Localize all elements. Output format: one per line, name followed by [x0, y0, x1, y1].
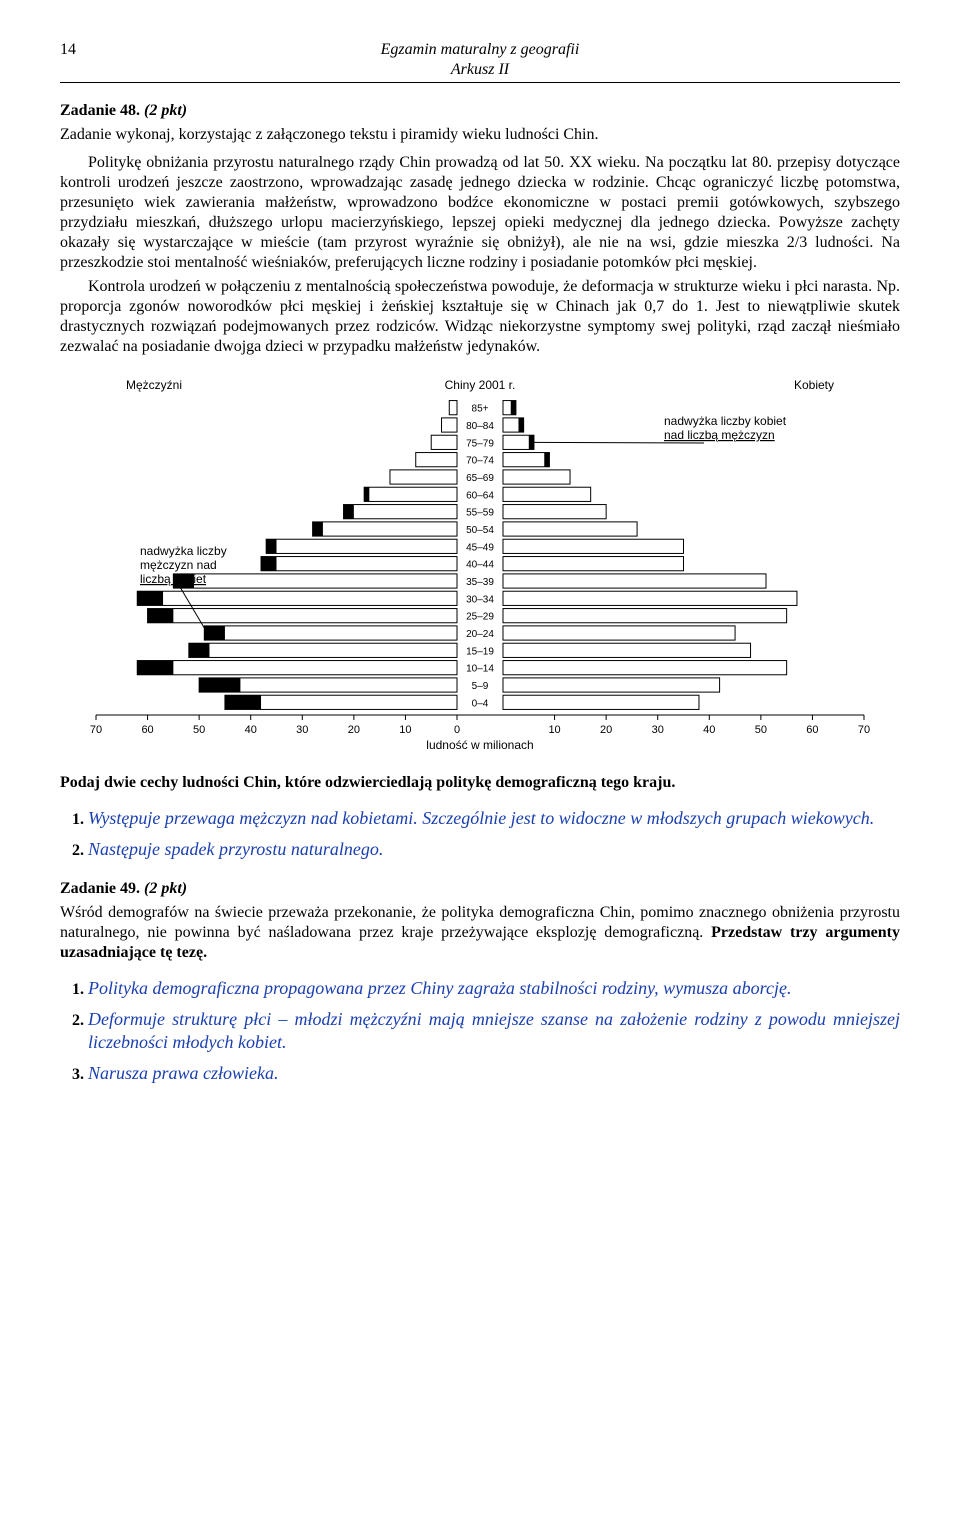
- svg-text:liczbą kobiet: liczbą kobiet: [140, 572, 207, 586]
- svg-text:60: 60: [141, 724, 153, 736]
- svg-text:50: 50: [755, 724, 767, 736]
- population-pyramid-svg: Mężczyźni Chiny 2001 r. Kobiety 85+ 80–84 75–…: [70, 375, 890, 755]
- svg-text:Chiny 2001 r.: Chiny 2001 r.: [445, 378, 516, 392]
- svg-text:10: 10: [399, 724, 411, 736]
- svg-text:10: 10: [548, 724, 560, 736]
- task48-title: Zadanie 48. (2 pkt): [60, 101, 900, 121]
- task48-answers: Występuje przewaga mężczyzn nad kobietam…: [60, 807, 900, 861]
- task48-paragraph-2: Kontrola urodzeń w połączeniu z mentalno…: [60, 277, 900, 357]
- svg-text:70–74: 70–74: [466, 456, 494, 467]
- task48-question: Podaj dwie cechy ludności Chin, które od…: [60, 773, 900, 793]
- svg-text:30: 30: [296, 724, 308, 736]
- svg-text:70: 70: [858, 724, 870, 736]
- svg-text:5–9: 5–9: [472, 681, 489, 692]
- svg-text:30–34: 30–34: [466, 594, 494, 605]
- task49-points: (2 pkt): [144, 880, 187, 897]
- exam-title-line1: Egzamin maturalny z geografii: [60, 40, 900, 60]
- svg-text:70: 70: [90, 724, 102, 736]
- svg-text:15–19: 15–19: [466, 646, 494, 657]
- task48-paragraph-1: Politykę obniżania przyrostu naturalnego…: [60, 153, 900, 273]
- svg-text:45–49: 45–49: [466, 542, 494, 553]
- svg-text:20–24: 20–24: [466, 629, 494, 640]
- svg-text:75–79: 75–79: [466, 438, 494, 449]
- svg-text:Mężczyźni: Mężczyźni: [126, 378, 182, 392]
- svg-text:nadwyżka liczby: nadwyżka liczby: [140, 544, 227, 558]
- task48-answer-1: Występuje przewaga mężczyzn nad kobietam…: [88, 807, 900, 830]
- svg-text:80–84: 80–84: [466, 421, 494, 432]
- svg-text:25–29: 25–29: [466, 612, 494, 623]
- task49-answer-3: Narusza prawa człowieka.: [88, 1062, 900, 1085]
- svg-text:85+: 85+: [472, 404, 489, 415]
- svg-text:40: 40: [703, 724, 715, 736]
- svg-text:0–4: 0–4: [472, 698, 489, 709]
- svg-text:30: 30: [652, 724, 664, 736]
- svg-text:20: 20: [348, 724, 360, 736]
- task49-title: Zadanie 49. (2 pkt): [60, 879, 900, 899]
- svg-text:50–54: 50–54: [466, 525, 494, 536]
- svg-text:65–69: 65–69: [466, 473, 494, 484]
- task49-answer-1: Polityka demograficzna propagowana przez…: [88, 977, 900, 1000]
- task48-label: Zadanie 48.: [60, 102, 140, 119]
- exam-title-line2: Arkusz II: [60, 60, 900, 80]
- svg-text:nadwyżka liczby kobiet: nadwyżka liczby kobiet: [664, 414, 787, 428]
- svg-text:60: 60: [806, 724, 818, 736]
- svg-text:20: 20: [600, 724, 612, 736]
- svg-text:Kobiety: Kobiety: [794, 378, 834, 392]
- svg-text:ludność w milionach: ludność w milionach: [426, 738, 533, 752]
- task48-points: (2 pkt): [144, 102, 187, 119]
- svg-text:40: 40: [245, 724, 257, 736]
- svg-text:40–44: 40–44: [466, 560, 494, 571]
- task49-body: Wśród demografów na świecie przeważa prz…: [60, 903, 900, 963]
- svg-text:0: 0: [454, 724, 460, 736]
- task48-answer-2: Następuje spadek przyrostu naturalnego.: [88, 838, 900, 861]
- page-header: 14 Egzamin maturalny z geografii Arkusz …: [60, 40, 900, 83]
- svg-text:55–59: 55–59: [466, 508, 494, 519]
- population-pyramid-figure: Mężczyźni Chiny 2001 r. Kobiety 85+ 80–84 75–…: [70, 375, 890, 755]
- svg-text:35–39: 35–39: [466, 577, 494, 588]
- svg-text:nad liczbą mężczyzn: nad liczbą mężczyzn: [664, 428, 775, 442]
- task49-answer-2: Deformuje strukturę płci – młodzi mężczy…: [88, 1008, 900, 1054]
- svg-text:mężczyzn nad: mężczyzn nad: [140, 558, 217, 572]
- task49-label: Zadanie 49.: [60, 880, 140, 897]
- svg-text:10–14: 10–14: [466, 664, 494, 675]
- page-number: 14: [60, 40, 76, 60]
- svg-text:60–64: 60–64: [466, 490, 494, 501]
- task48-instruction: Zadanie wykonaj, korzystając z załączone…: [60, 125, 900, 145]
- task49-answers: Polityka demograficzna propagowana przez…: [60, 977, 900, 1085]
- svg-text:50: 50: [193, 724, 205, 736]
